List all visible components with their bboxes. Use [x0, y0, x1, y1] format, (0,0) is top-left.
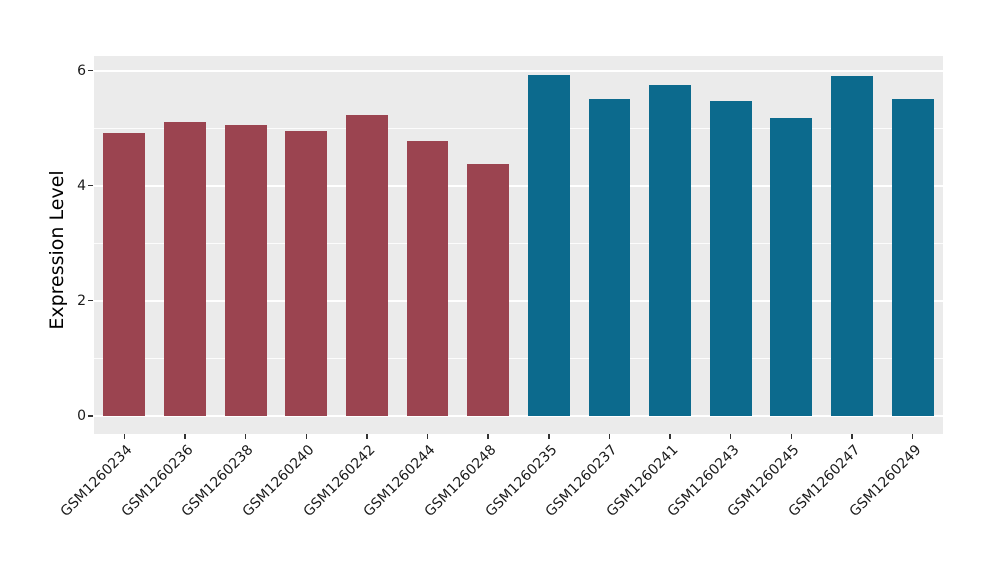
- bar-GSM1260236: [164, 121, 206, 416]
- gridline-minor: [94, 127, 943, 129]
- bar-GSM1260242: [345, 114, 388, 416]
- y-tick-mark: [88, 300, 93, 302]
- bar-GSM1260240: [285, 131, 328, 416]
- y-tick-mark: [88, 415, 93, 417]
- gridline-major: [94, 69, 943, 72]
- x-tick-mark: [487, 434, 489, 439]
- y-tick-label: 2: [77, 292, 86, 309]
- x-tick-mark: [851, 434, 853, 439]
- x-tick-mark: [911, 434, 914, 439]
- x-tick-mark: [244, 434, 247, 439]
- bar-GSM1260244: [406, 141, 449, 416]
- x-tick-mark: [730, 434, 732, 439]
- x-tick-mark: [608, 434, 611, 439]
- bar-GSM1260234: [103, 133, 146, 416]
- gridline-minor: [94, 357, 943, 359]
- x-tick-mark: [184, 434, 186, 439]
- gridline-minor: [94, 242, 943, 244]
- bar-GSM1260249: [891, 99, 934, 416]
- x-tick-mark: [123, 434, 125, 439]
- bar-GSM1260238: [224, 124, 267, 416]
- gridline-major: [94, 299, 943, 302]
- bar-GSM1260243: [709, 100, 752, 416]
- y-tick-label: 0: [77, 407, 86, 424]
- bar-GSM1260247: [831, 76, 873, 416]
- bar-GSM1260245: [770, 118, 813, 416]
- x-tick-mark: [426, 434, 429, 439]
- x-tick-mark: [790, 434, 793, 439]
- y-tick-label: 4: [77, 177, 86, 194]
- y-tick-mark: [88, 185, 93, 187]
- bar-GSM1260241: [649, 85, 691, 416]
- bar-GSM1260248: [467, 164, 510, 416]
- y-tick-mark: [88, 69, 93, 72]
- x-tick-mark: [305, 434, 307, 439]
- chart-panel: [94, 56, 943, 434]
- bar-GSM1260237: [588, 98, 631, 416]
- x-tick-mark: [669, 434, 671, 439]
- bar-GSM1260235: [527, 74, 570, 416]
- x-tick-mark: [548, 434, 550, 439]
- x-tick-mark: [366, 434, 368, 439]
- gridline-major: [94, 184, 943, 187]
- y-tick-label: 6: [77, 62, 86, 79]
- gridline-major: [94, 414, 943, 417]
